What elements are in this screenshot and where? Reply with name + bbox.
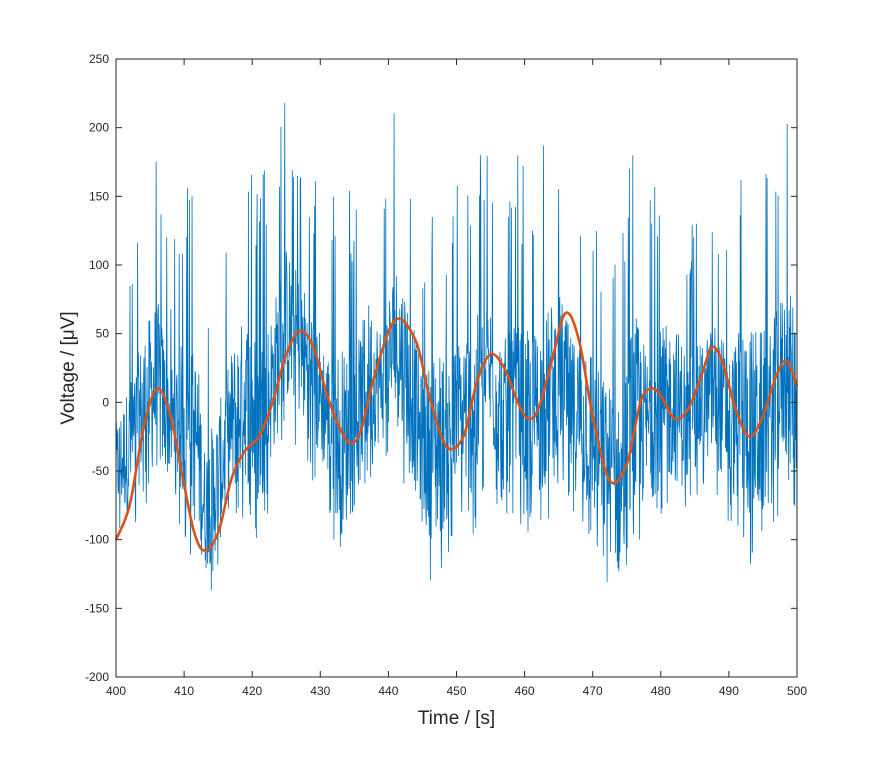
x-tick-label: 500	[787, 684, 807, 698]
y-tick-label: 200	[89, 121, 109, 135]
y-tick-label: 150	[89, 189, 109, 203]
y-tick-label: 50	[96, 327, 110, 341]
x-tick-label: 400	[106, 684, 126, 698]
y-tick-label: -200	[85, 670, 109, 684]
x-tick-label: 480	[651, 684, 671, 698]
y-tick-label: -100	[85, 533, 109, 547]
x-tick-label: 490	[719, 684, 739, 698]
x-tick-label: 460	[515, 684, 535, 698]
x-tick-label: 420	[242, 684, 262, 698]
x-axis-label: Time / [s]	[418, 708, 495, 729]
y-tick-label: 250	[89, 52, 109, 66]
ticks-layer: 400 410 420 430 440 450 460 470 480 490 500-200-15…	[85, 52, 807, 698]
plot-layer	[114, 102, 799, 590]
y-tick-label: 0	[102, 395, 109, 409]
y-axis-label: Voltage / [μV]	[58, 311, 79, 424]
x-tick-label: 450	[446, 684, 466, 698]
noisy-signal-line	[115, 102, 798, 590]
smooth-fit-line	[114, 311, 799, 552]
x-tick-label: 410	[174, 684, 194, 698]
x-tick-label: 440	[378, 684, 398, 698]
x-tick-label: 430	[310, 684, 330, 698]
y-tick-label: -150	[85, 601, 109, 615]
y-tick-label: -50	[92, 464, 110, 478]
y-tick-label: 100	[89, 258, 109, 272]
x-tick-label: 470	[583, 684, 603, 698]
